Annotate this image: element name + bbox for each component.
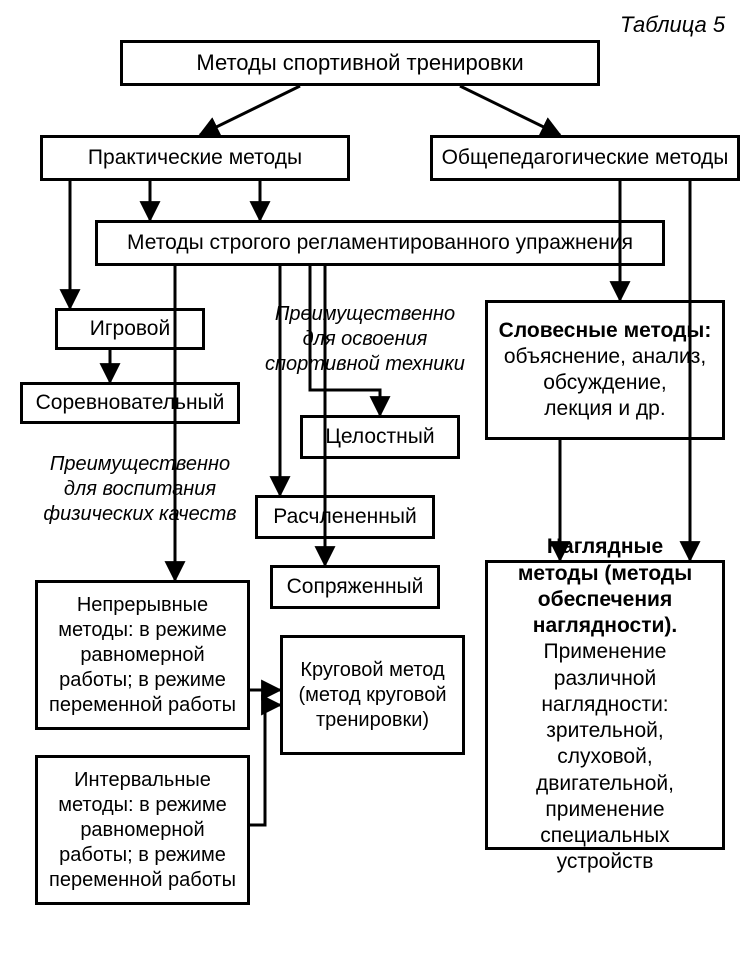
node-split-text: Расчлененный [273, 504, 416, 530]
node-integral: Целостный [300, 415, 460, 459]
node-strict-text: Методы строгого регламентированного упра… [127, 230, 633, 256]
node-verbal-text: Словесные методы:объяснение, анализ,обсу… [499, 318, 712, 423]
node-visual-text: Наглядныеметоды (методыобеспечениянагляд… [518, 534, 692, 875]
node-playful: Игровой [55, 308, 205, 350]
label-for-qualities: Преимущественнодля воспитанияфизических … [35, 452, 245, 527]
page-title: Таблица 5 [620, 12, 725, 38]
node-split: Расчлененный [255, 495, 435, 539]
node-competitive: Соревновательный [20, 382, 240, 424]
node-strict: Методы строгого регламентированного упра… [95, 220, 665, 266]
node-interval: Интервальныеметоды: в режимеравномернойр… [35, 755, 250, 905]
node-verbal: Словесные методы:объяснение, анализ,обсу… [485, 300, 725, 440]
flowchart-canvas: Таблица 5 Методы спортивной тренировки П… [0, 0, 750, 961]
node-coupled-text: Сопряженный [287, 574, 424, 600]
node-pedagogic: Общепедагогические методы [430, 135, 740, 181]
node-circular: Круговой метод(метод круговойтренировки) [280, 635, 465, 755]
node-pedagogic-text: Общепедагогические методы [442, 145, 729, 171]
node-circular-text: Круговой метод(метод круговойтренировки) [298, 658, 446, 733]
node-integral-text: Целостный [325, 424, 434, 450]
node-continuous: Непрерывныеметоды: в режимеравномернойра… [35, 580, 250, 730]
node-coupled: Сопряженный [270, 565, 440, 609]
node-practical: Практические методы [40, 135, 350, 181]
node-root: Методы спортивной тренировки [120, 40, 600, 86]
node-visual: Наглядныеметоды (методыобеспечениянагляд… [485, 560, 725, 850]
node-interval-text: Интервальныеметоды: в режимеравномернойр… [49, 768, 236, 893]
node-continuous-text: Непрерывныеметоды: в режимеравномернойра… [49, 593, 236, 718]
label-for-technique: Преимущественнодля освоенияспортивной те… [255, 302, 475, 377]
node-playful-text: Игровой [90, 316, 170, 342]
node-practical-text: Практические методы [88, 145, 302, 171]
node-competitive-text: Соревновательный [36, 390, 225, 416]
node-root-text: Методы спортивной тренировки [196, 49, 523, 77]
